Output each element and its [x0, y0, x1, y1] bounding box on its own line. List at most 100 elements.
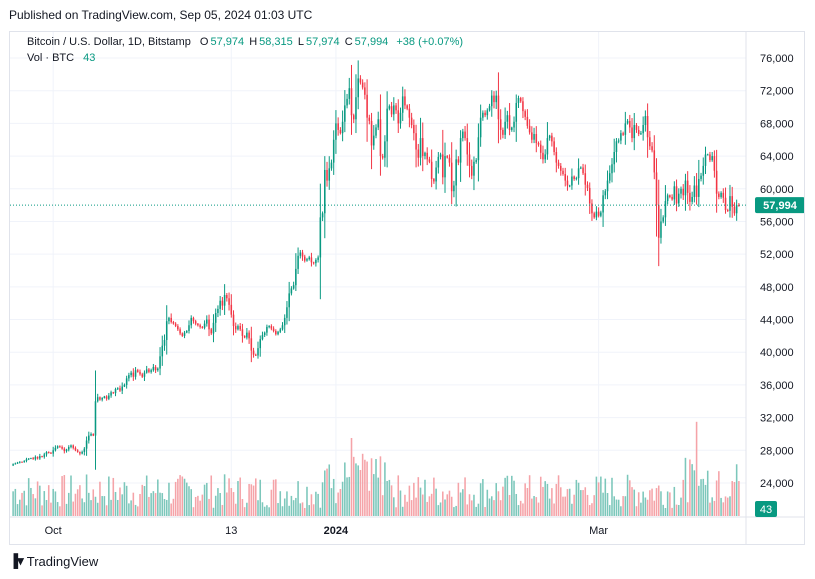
candle-body — [43, 454, 46, 457]
volume-bar — [248, 483, 250, 516]
volume-bar — [114, 491, 117, 516]
volume-bar — [72, 501, 75, 516]
volume-bar — [535, 497, 538, 516]
y-tick-label: 72,000 — [760, 86, 794, 98]
candle-body — [379, 119, 382, 157]
volume-bar — [328, 464, 331, 516]
candle-body — [573, 176, 575, 179]
volume-bar — [511, 475, 513, 516]
volume-bar — [555, 483, 558, 516]
candle-body — [377, 119, 380, 128]
volume-bar — [457, 482, 460, 516]
candle-body — [168, 317, 170, 322]
candle-body — [606, 180, 609, 192]
volume-bar — [395, 507, 397, 516]
volume-bar — [150, 493, 152, 516]
candle-body — [595, 211, 598, 218]
volume-bar — [56, 502, 59, 516]
volume-bar — [624, 496, 627, 516]
candle-body — [243, 335, 246, 338]
volume-bar — [504, 477, 506, 516]
candle-body — [292, 285, 295, 289]
candle-body — [430, 161, 433, 179]
volume-bar — [16, 504, 19, 516]
close-value: 57,994 — [354, 36, 389, 48]
candle-body — [531, 132, 533, 140]
candle-body — [593, 213, 595, 218]
candle-body — [266, 326, 268, 333]
volume-bar — [239, 477, 241, 516]
volume-bar — [23, 490, 26, 516]
candle-body — [108, 395, 110, 399]
candle-body — [473, 161, 475, 176]
volume-bar — [317, 493, 319, 516]
symbol-title[interactable]: Bitcoin / U.S. Dollar, 1D, Bitstamp — [27, 36, 191, 48]
volume-bar — [372, 474, 375, 516]
candle-body — [219, 300, 221, 309]
volume-bar — [657, 485, 660, 516]
candle-body — [237, 326, 239, 330]
candle-body — [348, 88, 351, 99]
volume-bar — [241, 499, 244, 516]
volume-bar — [410, 500, 413, 516]
candle-body — [504, 121, 506, 135]
volume-bar — [263, 506, 266, 516]
volume-bar — [128, 503, 130, 516]
candle-body — [321, 213, 324, 218]
volume-bar — [591, 503, 593, 516]
candle-body — [506, 115, 509, 122]
candle-body — [234, 326, 237, 330]
candle-body — [250, 338, 253, 351]
volume-bar — [531, 498, 533, 516]
volume-label[interactable]: Vol · BTC — [27, 52, 75, 64]
volume-bar — [608, 505, 611, 516]
volume-bar — [315, 491, 317, 516]
candle-body — [450, 162, 453, 192]
volume-bar — [486, 489, 489, 516]
volume-bar — [631, 487, 633, 516]
volume-bar — [495, 483, 497, 516]
volume-bar — [682, 479, 685, 516]
candle-body — [239, 326, 241, 330]
volume-bar — [575, 479, 578, 516]
candle-body — [421, 138, 424, 157]
price-chart[interactable]: 76,000 72,000 68,000 64,000 60,000 56,000 52,0… — [10, 32, 804, 544]
candle-body — [148, 369, 150, 372]
volume-bar — [230, 488, 233, 516]
candle-body — [535, 134, 538, 143]
candle-body — [404, 96, 406, 106]
y-tick-label: 36,000 — [760, 380, 794, 392]
tradingview-logo[interactable]: ▐▾ TradingView — [9, 553, 98, 569]
candle-body — [92, 433, 95, 436]
volume-bar — [54, 491, 57, 516]
volume-bar — [214, 495, 217, 516]
chart-frame[interactable]: 76,000 72,000 68,000 64,000 60,000 56,000 52,0… — [9, 31, 805, 545]
y-tick-label: 48,000 — [760, 282, 794, 294]
published-caption: Published on TradingView.com, Sep 05, 20… — [9, 8, 313, 22]
candle-body — [290, 288, 293, 294]
volume-bar — [197, 495, 199, 516]
volume-bar — [143, 486, 146, 516]
candle-body — [125, 378, 128, 385]
candle-body — [32, 458, 34, 460]
candle-body — [442, 154, 444, 178]
candle-body — [194, 321, 197, 324]
volume-bar — [553, 503, 555, 516]
candle-body — [571, 176, 573, 186]
volume-bar — [148, 496, 150, 516]
y-tick-label: 56,000 — [760, 216, 794, 228]
volume-bar — [297, 481, 299, 516]
candle-body — [528, 125, 531, 133]
candle-body — [123, 384, 126, 387]
volume-bar — [502, 486, 504, 516]
candle-body — [711, 156, 713, 161]
candle-body — [119, 388, 121, 391]
volume-bar — [228, 478, 230, 516]
volume-bar — [359, 469, 362, 516]
volume-bar — [528, 475, 531, 516]
candle-body — [564, 174, 567, 181]
volume-bar — [279, 491, 282, 516]
candle-body — [299, 252, 302, 256]
candle-body — [604, 191, 607, 196]
volume-bar — [664, 507, 667, 516]
